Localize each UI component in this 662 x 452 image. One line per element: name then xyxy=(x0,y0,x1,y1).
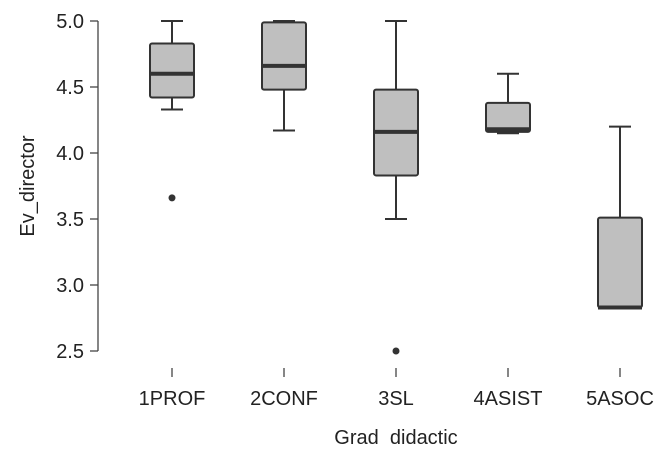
iqr-box xyxy=(485,101,531,133)
box-group-2CONF xyxy=(261,20,307,132)
iqr-box xyxy=(261,21,307,91)
outlier-point xyxy=(392,347,400,355)
boxes xyxy=(149,20,643,355)
y-tick-label: 4.5 xyxy=(56,77,84,99)
y-tick-label: 4.0 xyxy=(56,143,84,165)
x-tick-label: 2CONF xyxy=(250,388,318,410)
x-tick-label: 1PROF xyxy=(139,388,206,410)
x-tick-label: 5ASOC xyxy=(586,388,654,410)
iqr-box xyxy=(149,42,195,99)
box-group-1PROF xyxy=(149,20,195,202)
y-axis-title: Ev_director xyxy=(17,135,39,236)
y-tick-label: 3.5 xyxy=(56,209,84,231)
x-axis: 1PROF 2CONF 3SL 4ASIST 5ASOC xyxy=(139,368,654,410)
iqr-box xyxy=(597,216,643,309)
x-tick-label: 3SL xyxy=(378,388,414,410)
x-axis-title: Grad didactic xyxy=(334,427,457,449)
y-tick-label: 3.0 xyxy=(56,275,84,297)
x-tick-label: 4ASIST xyxy=(474,388,543,410)
y-tick-label: 2.5 xyxy=(56,341,84,363)
y-tick-label: 5.0 xyxy=(56,11,84,33)
outlier-point xyxy=(168,194,176,202)
box-group-3SL xyxy=(373,20,419,355)
box-group-4ASIST xyxy=(485,72,531,135)
y-axis: 2.5 3.0 3.5 4.0 4.5 5.0 xyxy=(56,11,99,363)
box-group-5ASOC xyxy=(597,125,643,310)
